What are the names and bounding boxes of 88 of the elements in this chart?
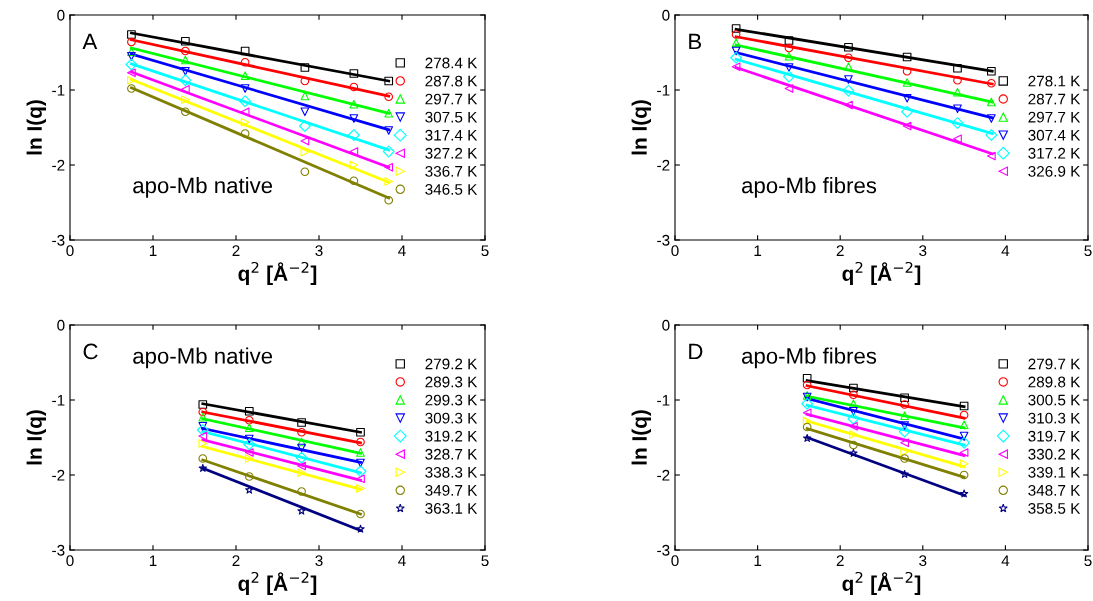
legend-label: 297.7 K: [1028, 111, 1081, 123]
y-tick-label: 0: [662, 9, 670, 21]
x-tick-label: 5: [481, 555, 489, 567]
legend-label: 336.7 K: [425, 165, 478, 177]
legend-label: 330.2 K: [1028, 448, 1081, 460]
x-tick-label: 1: [754, 245, 762, 256]
x-tick-label: 2: [836, 555, 844, 566]
x-tick-label: 2: [232, 555, 240, 566]
legend-label: 287.8 K: [425, 75, 478, 87]
y-tick-label: 0: [57, 319, 65, 331]
legend-label: 278.1 K: [1028, 75, 1081, 87]
legend-label: 278.4 K: [425, 57, 478, 69]
legend-label: 339.1 K: [1028, 466, 1081, 478]
legend-label: 326.9 K: [1028, 165, 1081, 177]
x-axis-title: q$^{2}$ [Å$^{−2}$]: [238, 571, 317, 595]
y-tick-label: -2: [52, 159, 65, 171]
x-tick-label: 0: [671, 555, 679, 567]
x-tick-label: 2: [232, 245, 240, 256]
y-tick-label: -3: [657, 234, 670, 246]
x-tick-label: 4: [1001, 245, 1010, 256]
x-tick-label: 0: [66, 555, 74, 567]
x-tick-label: 5: [1084, 245, 1092, 257]
legend-label: 317.4 K: [425, 129, 478, 141]
legend-label: 289.8 K: [1028, 376, 1081, 388]
legend-label: 307.5 K: [425, 111, 478, 123]
legend-label: 299.3 K: [425, 394, 478, 406]
x-tick-label: 3: [315, 555, 323, 567]
legend-label: 348.7 K: [1028, 484, 1081, 496]
y-axis-title: ln I(q): [26, 100, 46, 155]
annotation: D: [689, 343, 703, 360]
legend-label: 309.3 K: [425, 412, 478, 424]
x-tick-label: 2: [836, 245, 844, 256]
legend-label: 363.1 K: [425, 503, 478, 514]
y-tick-label: 0: [662, 319, 670, 331]
x-tick-label: 4: [398, 555, 406, 566]
y-tick-label: -1: [657, 85, 670, 96]
y-tick-label: 0: [57, 9, 65, 21]
y-axis-title: ln I(q): [631, 410, 651, 465]
legend-label: 317.2 K: [1028, 147, 1081, 159]
legend-label: 297.7 K: [425, 93, 478, 105]
legend-label: 358.5 K: [1028, 503, 1081, 514]
x-tick-label: 3: [315, 245, 323, 257]
annotation: C: [83, 343, 98, 360]
x-tick-label: 5: [1084, 555, 1092, 567]
legend-label: 279.2 K: [425, 358, 478, 370]
x-tick-label: 0: [671, 245, 679, 257]
annotation: apo-Mb fibres: [742, 177, 877, 198]
x-tick-label: 0: [66, 245, 74, 257]
x-tick-label: 3: [919, 555, 927, 567]
legend-label: 319.7 K: [1028, 430, 1081, 442]
x-tick-label: 1: [149, 245, 157, 256]
y-tick-label: -2: [657, 159, 670, 171]
legend-label: 279.7 K: [1028, 358, 1081, 370]
y-tick-label: -3: [52, 234, 65, 246]
x-tick-label: 5: [481, 245, 489, 257]
x-tick-label: 4: [1001, 555, 1010, 566]
y-tick-label: -1: [657, 395, 670, 406]
legend-label: 307.4 K: [1028, 129, 1081, 141]
legend-label: 328.7 K: [425, 448, 478, 460]
x-axis-title: q$^{2}$ [Å$^{−2}$]: [238, 261, 317, 285]
y-tick-label: -2: [52, 469, 65, 481]
x-tick-label: 1: [754, 555, 762, 566]
annotation: B: [689, 33, 702, 50]
x-tick-label: 3: [919, 245, 927, 257]
legend-label: 338.3 K: [425, 466, 478, 478]
annotation: A: [82, 33, 98, 50]
y-tick-label: -3: [657, 544, 670, 556]
legend-label: 289.3 K: [425, 376, 478, 388]
legend-label: 346.5 K: [425, 184, 478, 195]
x-axis-title: q$^{2}$ [Å$^{−2}$]: [842, 261, 921, 285]
y-tick-label: -1: [52, 85, 65, 96]
y-tick-label: -2: [657, 469, 670, 481]
annotation: apo-Mb native: [133, 177, 273, 198]
legend-label: 327.2 K: [425, 147, 478, 159]
x-tick-label: 4: [398, 245, 406, 256]
y-axis-title: ln I(q): [26, 410, 46, 465]
y-tick-label: -1: [52, 395, 65, 406]
annotation: apo-Mb fibres: [742, 347, 877, 369]
x-tick-label: 1: [149, 555, 157, 566]
legend-label: 287.7 K: [1028, 93, 1081, 105]
legend-label: 319.2 K: [425, 430, 478, 442]
legend-label: 349.7 K: [425, 484, 478, 496]
y-tick-label: -3: [52, 544, 65, 556]
legend-label: 300.5 K: [1028, 394, 1081, 406]
annotation: apo-Mb native: [133, 347, 273, 369]
legend-label: 310.3 K: [1028, 412, 1081, 424]
x-axis-title: q$^{2}$ [Å$^{−2}$]: [842, 571, 921, 595]
y-axis-title: ln I(q): [631, 100, 651, 155]
